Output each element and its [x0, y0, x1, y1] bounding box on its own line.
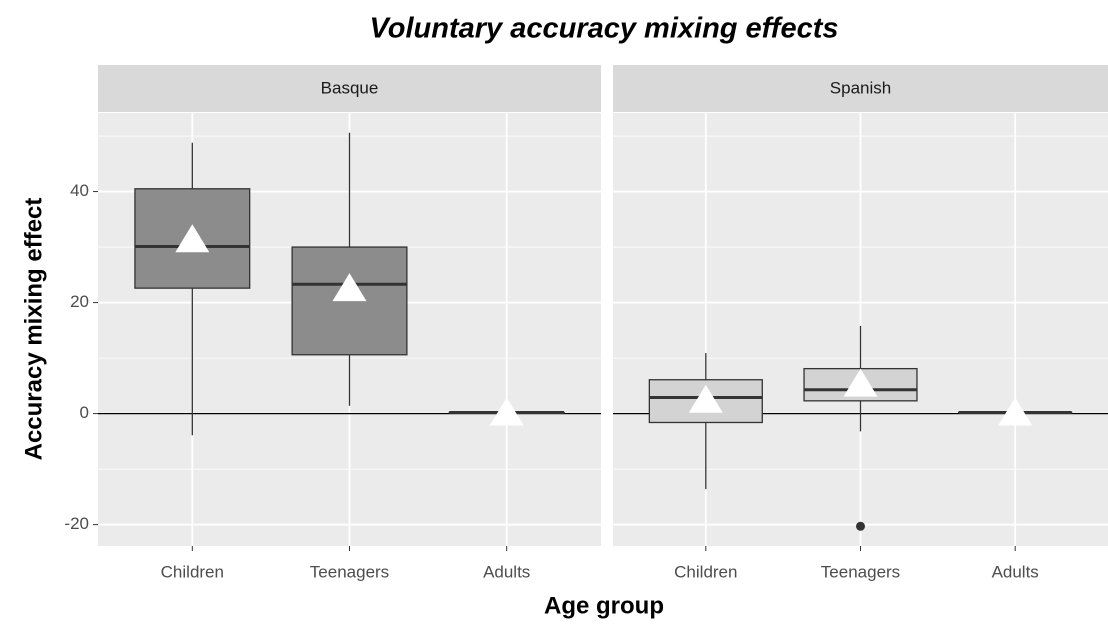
- y-tick-label: 0: [80, 403, 89, 422]
- x-tick-label: Children: [161, 562, 224, 581]
- mean-marker: [332, 273, 367, 302]
- mean-marker: [175, 224, 210, 253]
- x-tick-label: Adults: [483, 562, 530, 581]
- x-tick-label: Teenagers: [821, 562, 900, 581]
- x-axis-label: Age group: [544, 592, 664, 619]
- mean-marker: [489, 397, 524, 426]
- y-tick-label: 20: [70, 292, 89, 311]
- mean-marker: [998, 397, 1033, 426]
- outlier: [856, 521, 865, 531]
- y-tick-label: -20: [64, 514, 89, 533]
- chart-title: Voluntary accuracy mixing effects: [369, 13, 838, 45]
- strip: [613, 65, 1108, 112]
- strip-label: Spanish: [830, 78, 891, 97]
- strip-label: Basque: [321, 78, 379, 97]
- strip: [98, 65, 601, 112]
- x-tick-label: Adults: [992, 562, 1039, 581]
- mean-marker: [688, 384, 723, 413]
- y-axis-label: Accuracy mixing effect: [20, 198, 47, 461]
- y-tick-label: 40: [70, 181, 89, 200]
- x-tick-label: Children: [674, 562, 737, 581]
- mean-marker: [843, 368, 878, 397]
- x-tick-label: Teenagers: [310, 562, 389, 581]
